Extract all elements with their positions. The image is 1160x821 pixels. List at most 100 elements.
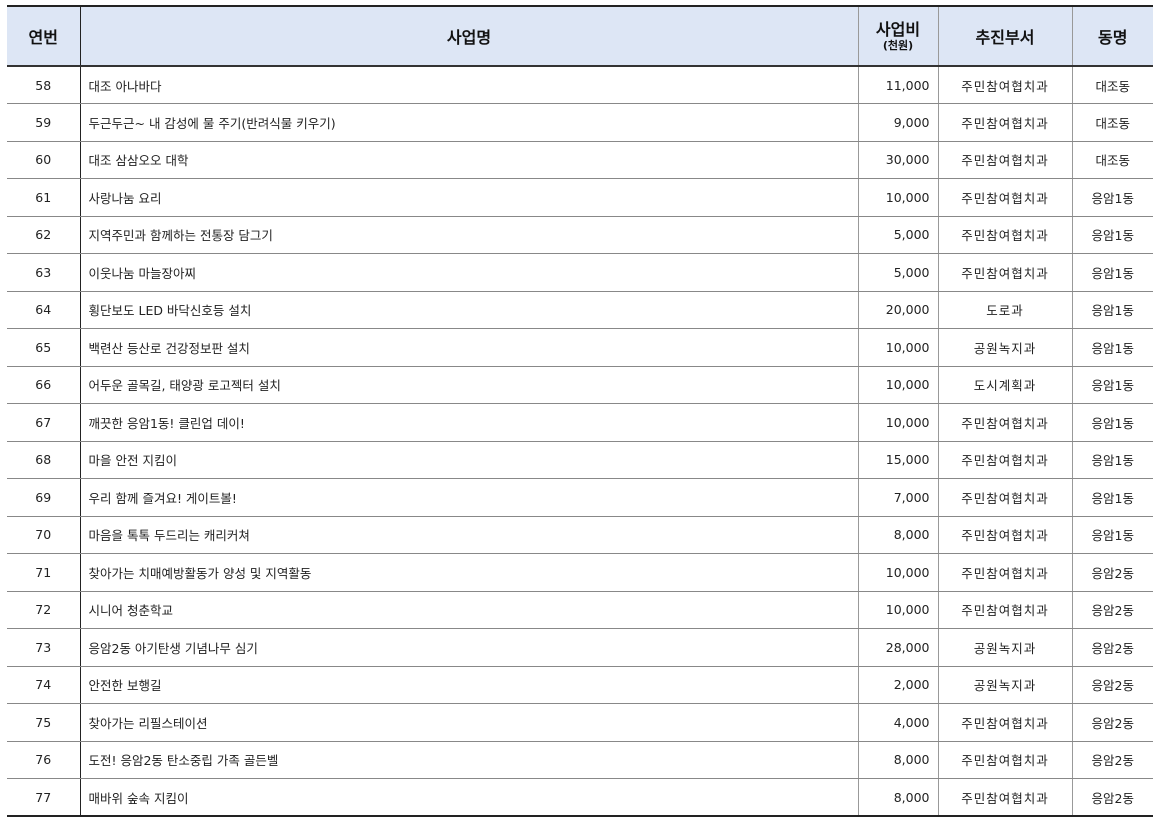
cell-dept: 주민참여협치과 <box>937 66 1072 104</box>
project-table: 연번 사업명 사업비 (천원) 추진부서 동명 58 대조 아나바다 11,000 주… <box>7 5 1153 817</box>
cell-dong: 응암1동 <box>1071 516 1153 554</box>
table-row: 59 두근두근~ 내 감성에 물 주기(반려식물 키우기) 9,000 주민참여협치과… <box>7 103 1153 142</box>
cell-name: 두근두근~ 내 감성에 물 주기(반려식물 키우기) <box>79 103 858 142</box>
cell-dong: 응암1동 <box>1071 178 1153 217</box>
cell-name: 어두운 골목길, 태양광 로고젝터 설치 <box>79 366 858 404</box>
cell-dept: 주민참여협치과 <box>937 516 1072 554</box>
cell-no: 62 <box>7 216 80 254</box>
cell-dong: 응암1동 <box>1071 478 1153 517</box>
table-row: 64 횡단보도 LED 바닥신호등 설치 20,000 도로과 응암1동 <box>7 291 1153 329</box>
header-cost-label: 사업비 <box>875 20 921 39</box>
cell-dept: 주민참여협치과 <box>937 403 1072 442</box>
cell-cost: 10,000 <box>857 553 938 592</box>
cell-dept: 주민참여협치과 <box>937 778 1072 817</box>
table-row: 73 응암2동 아기탄생 기념나무 심기 28,000 공원녹지과 응암2동 <box>7 628 1153 667</box>
cell-dept: 공원녹지과 <box>937 328 1072 367</box>
cell-dept: 주민참여협치과 <box>937 103 1072 142</box>
table-row: 67 깨끗한 응암1동! 클린업 데이! 10,000 주민참여협치과 응암1동 <box>7 403 1153 442</box>
table-row: 69 우리 함께 즐겨요! 게이트볼! 7,000 주민참여협치과 응암1동 <box>7 478 1153 517</box>
cell-dept: 공원녹지과 <box>937 628 1072 667</box>
table-row: 76 도전! 응암2동 탄소중립 가족 골든벨 8,000 주민참여협치과 응암2동 <box>7 741 1153 779</box>
header-dept: 추진부서 <box>937 5 1072 67</box>
cell-name: 대조 아나바다 <box>79 66 858 104</box>
cell-dept: 주민참여협치과 <box>937 141 1072 179</box>
cell-cost: 10,000 <box>857 328 938 367</box>
cell-name: 사랑나눔 요리 <box>79 178 858 217</box>
table-row: 66 어두운 골목길, 태양광 로고젝터 설치 10,000 도시계획과 응암1동 <box>7 366 1153 404</box>
table-body: 58 대조 아나바다 11,000 주민참여협치과 대조동 59 두근두근~ 내 감성에 물… <box>7 66 1153 817</box>
cell-dept: 도로과 <box>937 291 1072 329</box>
header-name: 사업명 <box>79 5 858 67</box>
cell-dong: 응암2동 <box>1071 591 1153 629</box>
cell-dept: 주민참여협치과 <box>937 253 1072 292</box>
cell-dong: 대조동 <box>1071 141 1153 179</box>
table-row: 74 안전한 보행길 2,000 공원녹지과 응암2동 <box>7 666 1153 704</box>
cell-no: 58 <box>7 66 80 104</box>
cell-dong: 응암1동 <box>1071 441 1153 479</box>
cell-name: 깨끗한 응암1동! 클린업 데이! <box>79 403 858 442</box>
header-cost: 사업비 (천원) <box>857 5 938 67</box>
cell-name: 마음을 톡톡 두드리는 캐리커쳐 <box>79 516 858 554</box>
cell-dong: 응암2동 <box>1071 778 1153 817</box>
cell-no: 74 <box>7 666 80 704</box>
cell-dong: 대조동 <box>1071 66 1153 104</box>
cell-dept: 도시계획과 <box>937 366 1072 404</box>
table-row: 77 매바위 숲속 지킴이 8,000 주민참여협치과 응암2동 <box>7 778 1153 817</box>
cell-no: 59 <box>7 103 80 142</box>
cell-dong: 응암1동 <box>1071 403 1153 442</box>
table-row: 68 마을 안전 지킴이 15,000 주민참여협치과 응암1동 <box>7 441 1153 479</box>
cell-no: 71 <box>7 553 80 592</box>
cell-no: 72 <box>7 591 80 629</box>
cell-name: 찾아가는 리필스테이션 <box>79 703 858 742</box>
cell-name: 마을 안전 지킴이 <box>79 441 858 479</box>
cell-dept: 주민참여협치과 <box>937 553 1072 592</box>
cell-name: 매바위 숲속 지킴이 <box>79 778 858 817</box>
cell-name: 찾아가는 치매예방활동가 양성 및 지역활동 <box>79 553 858 592</box>
cell-cost: 8,000 <box>857 741 938 779</box>
cell-dept: 주민참여협치과 <box>937 178 1072 217</box>
cell-cost: 11,000 <box>857 66 938 104</box>
table-row: 61 사랑나눔 요리 10,000 주민참여협치과 응암1동 <box>7 178 1153 217</box>
cell-cost: 28,000 <box>857 628 938 667</box>
cell-dong: 응암1동 <box>1071 328 1153 367</box>
cell-no: 60 <box>7 141 80 179</box>
cell-no: 67 <box>7 403 80 442</box>
table-row: 63 이웃나눔 마늘장아찌 5,000 주민참여협치과 응암1동 <box>7 253 1153 292</box>
cell-cost: 8,000 <box>857 516 938 554</box>
cell-cost: 5,000 <box>857 253 938 292</box>
cell-no: 63 <box>7 253 80 292</box>
cell-dept: 주민참여협치과 <box>937 478 1072 517</box>
cell-no: 75 <box>7 703 80 742</box>
cell-dong: 응암2동 <box>1071 628 1153 667</box>
cell-cost: 8,000 <box>857 778 938 817</box>
cell-no: 64 <box>7 291 80 329</box>
table-row: 62 지역주민과 함께하는 전통장 담그기 5,000 주민참여협치과 응암1동 <box>7 216 1153 254</box>
cell-no: 61 <box>7 178 80 217</box>
cell-name: 우리 함께 즐겨요! 게이트볼! <box>79 478 858 517</box>
cell-cost: 10,000 <box>857 366 938 404</box>
cell-dept: 주민참여협치과 <box>937 216 1072 254</box>
cell-dept: 주민참여협치과 <box>937 441 1072 479</box>
cell-dong: 응암1동 <box>1071 291 1153 329</box>
cell-name: 대조 삼삼오오 대학 <box>79 141 858 179</box>
cell-name: 도전! 응암2동 탄소중립 가족 골든벨 <box>79 741 858 779</box>
table-row: 60 대조 삼삼오오 대학 30,000 주민참여협치과 대조동 <box>7 141 1153 179</box>
cell-no: 66 <box>7 366 80 404</box>
cell-cost: 20,000 <box>857 291 938 329</box>
header-cost-unit: (천원) <box>882 39 914 52</box>
cell-cost: 10,000 <box>857 591 938 629</box>
header-dong: 동명 <box>1071 5 1153 67</box>
cell-no: 69 <box>7 478 80 517</box>
cell-no: 77 <box>7 778 80 817</box>
cell-dong: 응암2동 <box>1071 741 1153 779</box>
cell-dept: 주민참여협치과 <box>937 741 1072 779</box>
cell-dong: 응암2동 <box>1071 666 1153 704</box>
table-header-row: 연번 사업명 사업비 (천원) 추진부서 동명 <box>7 5 1153 67</box>
cell-no: 65 <box>7 328 80 367</box>
cell-cost: 30,000 <box>857 141 938 179</box>
cell-dept: 주민참여협치과 <box>937 591 1072 629</box>
cell-name: 백련산 등산로 건강정보판 설치 <box>79 328 858 367</box>
cell-dept: 주민참여협치과 <box>937 703 1072 742</box>
cell-cost: 7,000 <box>857 478 938 517</box>
cell-cost: 9,000 <box>857 103 938 142</box>
